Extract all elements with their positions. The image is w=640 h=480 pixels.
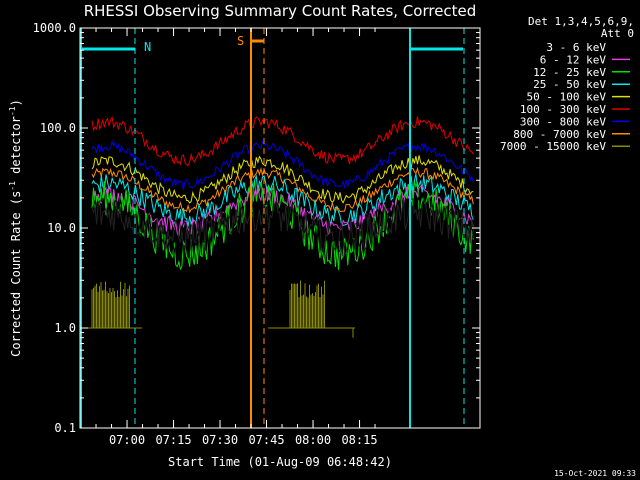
- legend-header-1: Det 1,3,4,5,6,9,: [528, 15, 634, 28]
- x-tick-label: 07:00: [109, 433, 145, 447]
- y-tick-label: 10.0: [47, 221, 76, 235]
- legend-label: 50 - 100 keV: [527, 91, 607, 104]
- night-label: N: [144, 40, 151, 54]
- legend-label: 100 - 300 keV: [520, 103, 606, 116]
- x-axis: 07:00 07:15 07:30 07:45 08:00 08:15: [95, 28, 378, 447]
- legend-header-2: Att 0: [601, 27, 634, 40]
- legend-label: 6 - 12 keV: [540, 53, 607, 66]
- y-tick-label: 0.1: [54, 421, 76, 435]
- saa-label: S: [237, 34, 244, 48]
- legend-label: 300 - 800 keV: [520, 115, 606, 128]
- legend-label: 7000 - 15000 keV: [500, 140, 606, 153]
- x-axis-label: Start Time (01-Aug-09 06:48:42): [168, 455, 392, 469]
- y-tick-label: 1000.0: [33, 21, 76, 35]
- timestamp: 15-Oct-2021 09:33: [554, 469, 636, 478]
- x-tick-label: 07:30: [202, 433, 238, 447]
- x-tick-label: 08:00: [295, 433, 331, 447]
- x-tick-label: 07:15: [155, 433, 191, 447]
- legend-label: 800 - 7000 keV: [513, 128, 606, 141]
- x-tick-label: 07:45: [248, 433, 284, 447]
- y-tick-label: 100.0: [40, 121, 76, 135]
- legend-label: 12 - 25 keV: [533, 66, 606, 79]
- x-tick-label: 08:15: [341, 433, 377, 447]
- chart-title: RHESSI Observing Summary Count Rates, Co…: [84, 2, 477, 20]
- legend-label: 3 - 6 keV: [546, 41, 606, 54]
- plot-data-layer: [80, 116, 474, 338]
- y-axis-label: Corrected Count Rate (s-1 detector-1): [8, 99, 23, 357]
- y-axis: 1000.0 100.0 10.0 1.0 0.1: [33, 21, 480, 435]
- legend-label: 25 - 50 keV: [533, 78, 606, 91]
- y-tick-label: 1.0: [54, 321, 76, 335]
